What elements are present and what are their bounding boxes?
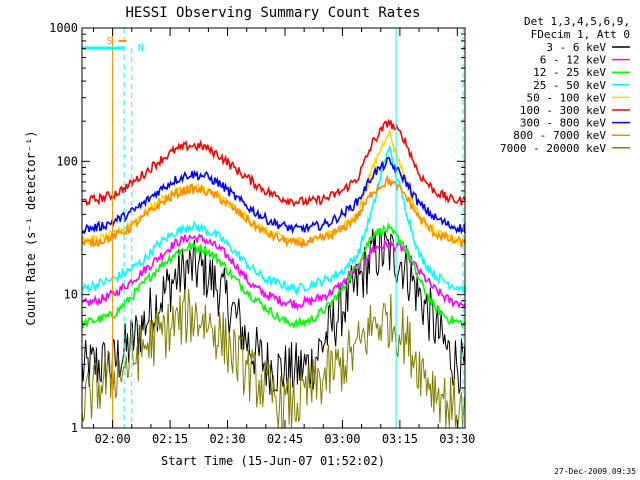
series-line-8	[81, 288, 466, 430]
legend-label-6: 300 - 800 keV	[520, 117, 606, 130]
y-tick-label-2: 100	[56, 154, 78, 168]
chart-title: HESSI Observing Summary Count Rates	[125, 5, 420, 21]
legend-label-8: 7000 - 20000 keV	[500, 142, 606, 155]
legend-header-line-2: FDecim 1, Att 0	[531, 28, 630, 41]
x-tick-label-3: 02:45	[267, 432, 303, 446]
legend-label-3: 25 - 50 keV	[533, 79, 606, 92]
y-tick-label-1: 10	[64, 288, 78, 302]
y-tick-label-3: 1000	[49, 21, 78, 35]
series-line-4	[81, 128, 466, 247]
legend-label-2: 12 - 25 keV	[533, 66, 606, 79]
legend-label-5: 100 - 300 keV	[520, 104, 606, 117]
date-stamp: 27-Dec-2009 09:35	[554, 467, 636, 476]
marker-label-s: S	[107, 36, 113, 47]
legend-label-4: 50 - 100 keV	[527, 91, 607, 104]
series-line-7	[81, 174, 466, 248]
x-tick-label-5: 03:15	[382, 432, 418, 446]
x-axis-label: Start Time (15-Jun-07 01:52:02)	[161, 454, 385, 468]
x-tick-label-4: 03:00	[324, 432, 360, 446]
x-tick-label-1: 02:15	[152, 432, 188, 446]
legend-label-1: 6 - 12 keV	[540, 54, 607, 67]
x-tick-label-6: 03:30	[439, 432, 475, 446]
series-line-2	[81, 221, 466, 330]
y-axis-label: Count Rate (s⁻¹ detector⁻¹)	[24, 130, 38, 325]
x-tick-label-2: 02:30	[209, 432, 245, 446]
x-tick-label-0: 02:00	[95, 432, 131, 446]
series-line-0	[81, 228, 466, 395]
y-tick-label-0: 1	[71, 421, 78, 435]
legend-header-line-1: Det 1,3,4,5,6,9,	[524, 15, 630, 28]
series-line-5	[81, 118, 466, 208]
series-line-6	[81, 156, 466, 235]
axes: 1 10 100 1000 02:00 02:15 02:30 02:45 03:00 03:15…	[49, 21, 475, 446]
marker-label-n: N	[138, 43, 144, 54]
plot-area: SN	[81, 28, 466, 430]
legend-label-7: 800 - 7000 keV	[513, 129, 606, 142]
legend: Det 1,3,4,5,6,9, FDecim 1, Att 0 3 - 6 k…	[500, 15, 630, 155]
series-line-1	[81, 233, 466, 312]
axes-frame	[81, 27, 466, 429]
legend-label-0: 3 - 6 keV	[546, 41, 606, 54]
